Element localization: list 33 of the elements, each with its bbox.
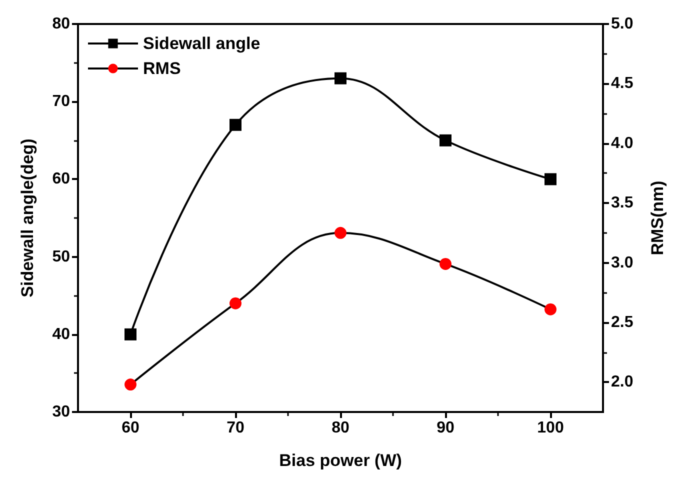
y-tick-label: 60 <box>52 170 70 188</box>
y-tick-label: 40 <box>52 326 70 343</box>
y-tick-label: 80 <box>52 16 70 32</box>
y2-axis-title: RMS(nm) <box>648 180 667 256</box>
y-tick-label: 70 <box>52 93 70 110</box>
point <box>230 118 242 131</box>
point <box>124 328 136 340</box>
y2-tick-label: 2.5 <box>611 314 634 331</box>
point <box>334 72 346 84</box>
x-tick-label: 90 <box>436 420 454 436</box>
point <box>440 258 452 270</box>
y-axis-title: Sidewall angle(deg) <box>18 138 37 298</box>
point <box>544 303 556 316</box>
x-tick-label: 70 <box>226 420 244 436</box>
y2-tick-label: 5.0 <box>611 16 634 32</box>
y-tick-label: 30 <box>52 404 70 420</box>
point <box>124 378 136 391</box>
point <box>440 134 452 146</box>
y2-tick-label: 3.5 <box>611 194 634 212</box>
y-tick-label: 50 <box>52 248 70 266</box>
legend-label: Sidewall angle <box>143 34 260 53</box>
point <box>334 226 346 239</box>
y2-tick-label: 4.0 <box>611 134 634 152</box>
x-tick-label: 60 <box>122 420 140 436</box>
point <box>544 173 556 186</box>
x-axis-title: Bias power (W) <box>279 451 402 470</box>
y2-tick-label: 4.5 <box>611 75 634 92</box>
point <box>230 297 242 310</box>
x-tick-label: 80 <box>332 420 350 436</box>
y2-tick-label: 3.0 <box>611 254 634 272</box>
x-tick-label: 100 <box>537 420 564 436</box>
y2-tick-label: 2.0 <box>611 374 634 391</box>
legend-label: RMS <box>143 59 181 78</box>
